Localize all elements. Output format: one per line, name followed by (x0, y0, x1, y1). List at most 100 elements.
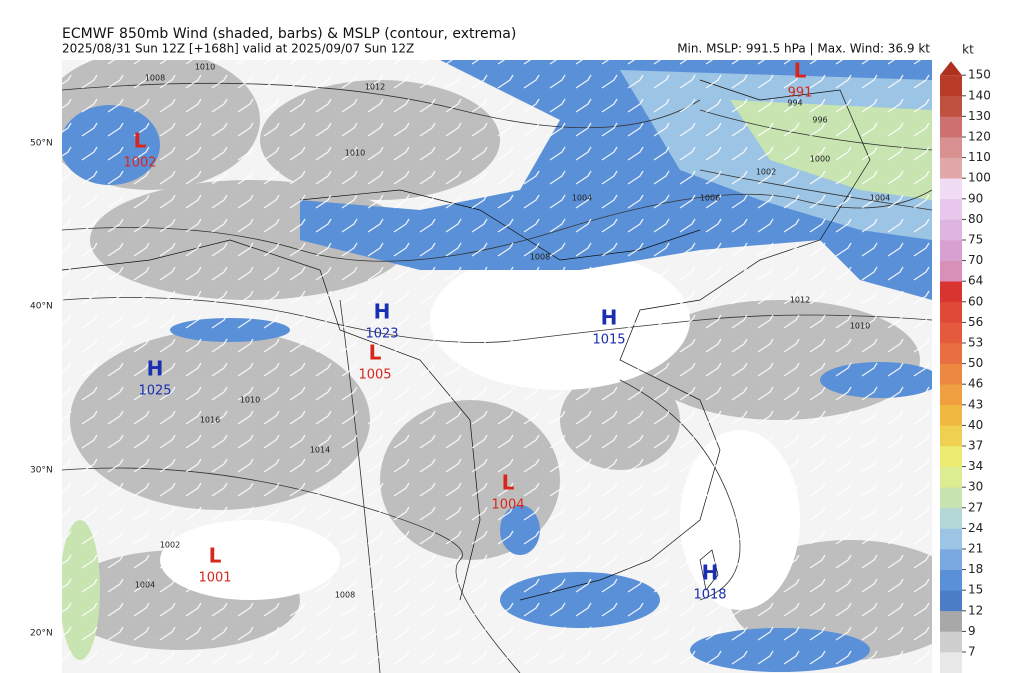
center-letter: L (209, 544, 222, 568)
contour-label: 1016 (200, 416, 220, 425)
latitude-label: 50°N (30, 139, 53, 149)
colorbar-arrow (940, 61, 962, 76)
center-letter: L (502, 471, 515, 495)
colorbar-label: 37 (968, 439, 983, 453)
colorbar-label: 21 (968, 542, 983, 556)
colorbar-label: 30 (968, 480, 983, 494)
colorbar-box (940, 631, 962, 653)
colorbar-box (940, 569, 962, 591)
center-letter: H (374, 300, 391, 324)
colorbar-box (940, 384, 962, 406)
colorbar-box (940, 75, 962, 97)
contour-label: 1012 (365, 83, 385, 92)
colorbar-label: 34 (968, 459, 983, 473)
colorbar-box (940, 507, 962, 529)
latitude-label: 40°N (30, 302, 53, 312)
contour-label: 1008 (530, 253, 550, 262)
colorbar-label: 12 (968, 603, 983, 617)
contour-label: 994 (787, 99, 802, 108)
colorbar-label: 64 (968, 274, 983, 288)
colorbar-label: 140 (968, 88, 991, 102)
contour-label: 1014 (310, 446, 330, 455)
colorbar-label: 120 (968, 130, 991, 144)
contour-label: 1010 (850, 322, 870, 331)
colorbar-label: 7 (968, 645, 976, 659)
contour-label: 1008 (335, 591, 355, 600)
contour-label: 1012 (790, 296, 810, 305)
colorbar-box (940, 528, 962, 550)
center-value: 1002 (123, 156, 156, 171)
colorbar-box (940, 198, 962, 220)
contour-label: 1010 (345, 149, 365, 158)
colorbar-box (940, 281, 962, 303)
stats: Min. MSLP: 991.5 hPa | Max. Wind: 36.9 k… (677, 42, 930, 56)
colorbar-label: 150 (968, 68, 991, 82)
center-value: 991 (788, 86, 813, 101)
colorbar-box (940, 425, 962, 447)
colorbar-label: 53 (968, 336, 983, 350)
colorbar-box (940, 116, 962, 138)
center-letter: L (134, 129, 147, 153)
colorbar-box (940, 466, 962, 488)
colorbar-box (940, 322, 962, 344)
title: ECMWF 850mb Wind (shaded, barbs) & MSLP … (62, 26, 516, 42)
colorbar-label: 56 (968, 315, 983, 329)
colorbar-box (940, 487, 962, 509)
center-letter: H (601, 306, 618, 330)
colorbar-label: 18 (968, 562, 983, 576)
center-value: 1001 (198, 571, 231, 586)
colorbar-label: 60 (968, 294, 983, 308)
latitude-labels: 50°N 40°N 30°N 20°N (30, 139, 53, 639)
center-value: 1004 (491, 498, 524, 513)
contour-label: 1004 (135, 581, 155, 590)
colorbar-box (940, 446, 962, 467)
colorbar-box (940, 95, 962, 117)
colorbar-label: 80 (968, 212, 983, 226)
center-letter: H (702, 561, 719, 585)
colorbar-label: 75 (968, 233, 983, 247)
colorbar-label: 46 (968, 377, 983, 391)
latitude-label: 30°N (30, 466, 53, 476)
colorbar-label: 130 (968, 109, 991, 123)
contour-label: 1006 (700, 194, 720, 203)
colorbar-box (940, 610, 962, 632)
map: 1010 1008 1012 1010 1004 1008 1000 1002 994 996 10… (62, 59, 932, 673)
center-letter: L (794, 59, 807, 83)
center-value: 1025 (138, 384, 171, 399)
colorbar-box (940, 363, 962, 385)
colorbar-box (940, 590, 962, 612)
colorbar-box (940, 157, 962, 179)
colorbar-box (940, 343, 962, 364)
colorbar-box (940, 260, 962, 282)
colorbar-label: 70 (968, 253, 983, 267)
wind-barbs (62, 60, 932, 673)
colorbar-label: 40 (968, 418, 983, 432)
contour-label: 996 (812, 116, 827, 125)
colorbar-unit: kt (962, 43, 974, 57)
colorbar-label: 110 (968, 150, 991, 164)
contour-label: 1004 (572, 194, 592, 203)
center-value: 1023 (365, 327, 398, 342)
colorbar-box (940, 137, 962, 158)
colorbar-box (940, 219, 962, 241)
center-letter: H (147, 357, 164, 381)
colorbar-label: 27 (968, 500, 983, 514)
colorbar-bottom (940, 652, 962, 673)
colorbar-label: 43 (968, 397, 983, 411)
center-value: 1005 (358, 368, 391, 383)
colorbar-label: 100 (968, 171, 991, 185)
colorbar-label: 50 (968, 356, 983, 370)
colorbar-box (940, 404, 962, 426)
colorbar-label: 90 (968, 191, 983, 205)
center-letter: L (369, 341, 382, 365)
colorbar: kt 7 9 12 15 18 21 24 27 30 34 37 40 43 46 50 53 56 60 64 7… (940, 43, 991, 673)
colorbar-label: 9 (968, 624, 976, 638)
center-value: 1015 (592, 333, 625, 348)
colorbar-label: 15 (968, 583, 983, 597)
latitude-label: 20°N (30, 629, 53, 639)
center-value: 1018 (693, 588, 726, 603)
contour-label: 1010 (195, 63, 215, 72)
